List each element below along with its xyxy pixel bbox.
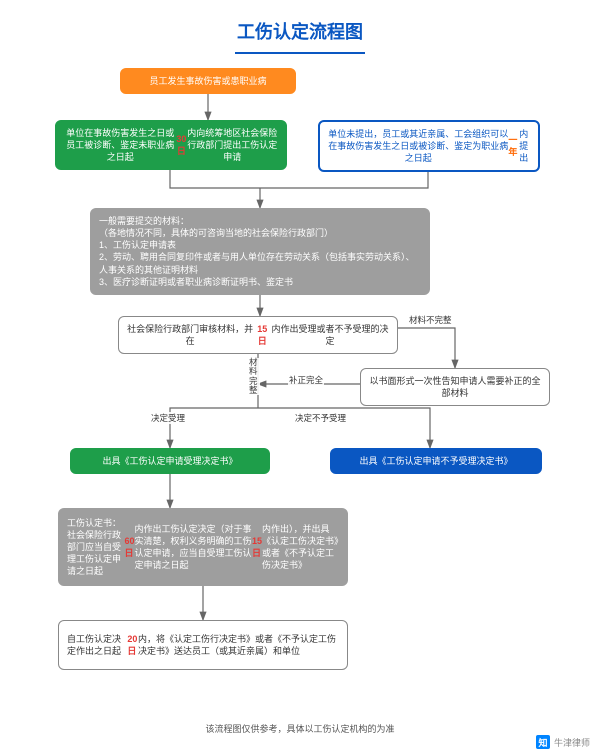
node-n10: 自工伤认定决定作出之日起20日内，将《认定工伤行决定书》或者《不予认定工伤决定书… <box>58 620 348 670</box>
node-n8: 出具《工伤认定申请不予受理决定书》 <box>330 448 542 474</box>
node-n9: 工伤认定书：社会保险行政部门应当自受理工伤认定申请之日起60日内作出工伤认定决定… <box>58 508 348 586</box>
node-n4: 一般需要提交的材料： （各地情况不同，具体的可咨询当地的社会保险行政部门） 1、… <box>90 208 430 295</box>
title-underline <box>235 52 365 54</box>
attribution-author: 牛津律师 <box>554 736 590 749</box>
node-n2: 单位在事故伤害发生之日或员工被诊断、鉴定未职业病之日起30日内向统筹地区社会保险… <box>55 120 287 170</box>
node-n7: 出具《工伤认定申请受理决定书》 <box>70 448 270 474</box>
edge-label: 材料完整 <box>248 358 260 395</box>
footer-note: 该流程图仅供参考，具体以工伤认定机构的为准 <box>0 722 600 735</box>
attribution: 知 牛津律师 <box>536 735 590 749</box>
edge-label: 材料不完整 <box>408 314 453 326</box>
edge-label: 补正完全 <box>288 374 324 386</box>
node-n5: 社会保险行政部门审核材料，并在15日内作出受理或者不予受理的决定 <box>118 316 398 354</box>
node-n6: 以书面形式一次性告知申请人需要补正的全部材料 <box>360 368 550 406</box>
flowchart-canvas: 员工发生事故伤害或患职业病单位在事故伤害发生之日或员工被诊断、鉴定未职业病之日起… <box>0 68 600 748</box>
node-n1: 员工发生事故伤害或患职业病 <box>120 68 296 94</box>
page-title: 工伤认定流程图 <box>0 0 600 52</box>
node-n3: 单位未提出，员工或其近亲属、工会组织可以在事故伤害发生之日或被诊断、鉴定为职业病… <box>318 120 540 172</box>
zhihu-icon: 知 <box>536 735 550 749</box>
edge-label: 决定不予受理 <box>294 412 347 424</box>
edge-label: 决定受理 <box>150 412 186 424</box>
